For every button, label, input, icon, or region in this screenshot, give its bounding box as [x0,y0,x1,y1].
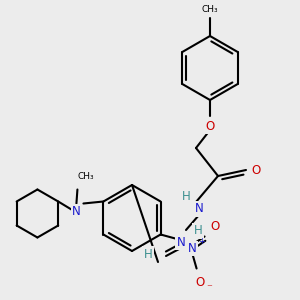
Text: H: H [182,190,190,203]
Text: O: O [206,119,214,133]
Text: O: O [251,164,261,176]
Text: O: O [195,276,204,289]
Text: N: N [72,205,81,218]
Text: N: N [177,236,185,248]
Text: H: H [144,248,152,260]
Text: N: N [195,202,203,215]
Text: CH₃: CH₃ [202,5,218,14]
Text: CH₃: CH₃ [77,172,94,181]
Text: ⁻: ⁻ [207,284,212,293]
Text: N: N [188,242,197,255]
Text: H: H [194,224,202,238]
Text: +: + [198,237,205,246]
Text: O: O [210,220,219,233]
